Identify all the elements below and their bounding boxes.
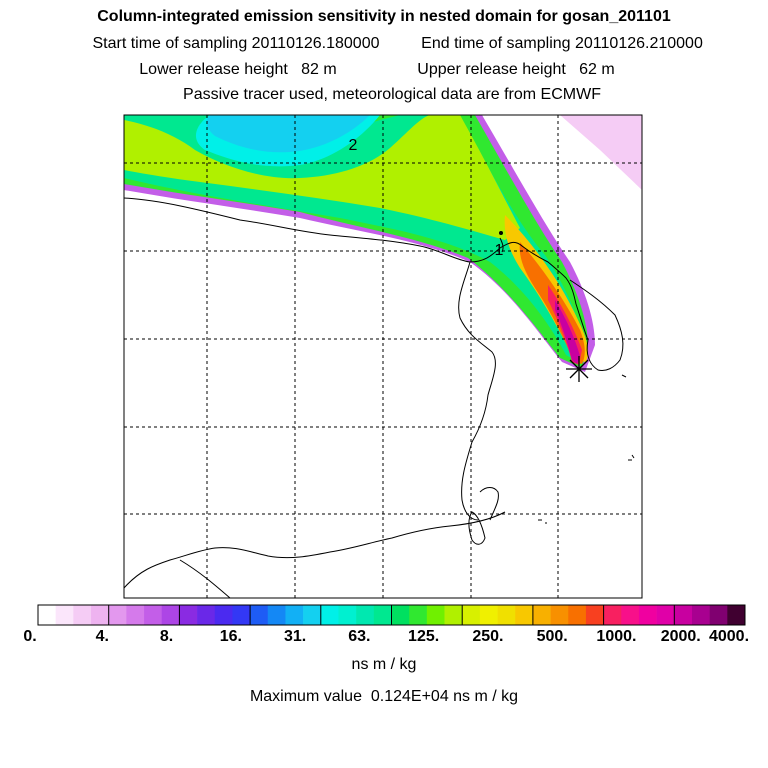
- colorbar-swatch: [568, 605, 587, 625]
- colorbar-swatch: [585, 605, 604, 625]
- colorbar-tick-label: 16.: [219, 628, 242, 645]
- colorbar-swatch: [197, 605, 216, 625]
- colorbar-swatch: [603, 605, 622, 625]
- colorbar-swatch: [161, 605, 180, 625]
- colorbar-tick-label: 125.: [408, 628, 440, 645]
- colorbar-swatch: [144, 605, 163, 625]
- colorbar-tick-label: 250.: [472, 628, 504, 645]
- colorbar-swatch: [73, 605, 92, 625]
- coastlines: [124, 115, 635, 598]
- colorbar-swatch: [214, 605, 233, 625]
- colorbar-tick-label: 0.: [23, 628, 37, 645]
- map-frame: [123, 114, 643, 599]
- colorbar-swatch: [497, 605, 516, 625]
- colorbar-tick-label: 31.: [283, 628, 307, 645]
- colorbar-swatch: [250, 605, 269, 625]
- colorbar-tick-label: 1000.: [596, 628, 637, 645]
- max-value-text: Maximum value 0.124E+04 ns m / kg: [249, 688, 519, 705]
- colorbar-swatch: [108, 605, 127, 625]
- colorbar-tick-label: 2000.: [660, 628, 701, 645]
- colorbar: [37, 605, 746, 625]
- colorbar-swatch: [691, 605, 710, 625]
- colorbar-swatch: [532, 605, 551, 625]
- colorbar-swatch: [285, 605, 304, 625]
- colorbar-swatch: [55, 605, 74, 625]
- colorbar-swatch: [303, 605, 322, 625]
- colorbar-swatch: [338, 605, 357, 625]
- colorbar-swatch: [320, 605, 339, 625]
- start-time-label: Start time of sampling 20110126.180000: [92, 35, 380, 52]
- colorbar-swatch: [373, 605, 392, 625]
- sensitivity-field: [124, 115, 642, 372]
- colorbar-tick-label: 4000.: [708, 628, 750, 645]
- colorbar-swatch: [656, 605, 675, 625]
- colorbar-tick-label: 63.: [348, 628, 371, 645]
- end-time-label: End time of sampling 20110126.210000: [421, 35, 703, 52]
- colorbar-tick-label: 8.: [159, 628, 174, 645]
- colorbar-swatch: [426, 605, 445, 625]
- colorbar-tick-label: 4.: [95, 628, 109, 645]
- upper-release-label: Upper release height 62 m: [417, 61, 615, 78]
- colorbar-swatch: [267, 605, 286, 625]
- colorbar-swatch: [727, 605, 746, 625]
- colorbar-swatch: [462, 605, 481, 625]
- colorbar-swatch: [674, 605, 693, 625]
- colorbar-frame: [37, 604, 746, 626]
- colorbar-swatch: [709, 605, 728, 625]
- colorbar-swatch: [621, 605, 640, 625]
- colorbar-swatch: [638, 605, 657, 625]
- trajectory-label-1: 1: [495, 242, 504, 259]
- colorbar-swatch: [479, 605, 498, 625]
- trajectory-label-2: 2: [349, 137, 358, 154]
- colorbar-unit-label: ns m / kg: [351, 656, 417, 673]
- colorbar-swatch: [179, 605, 198, 625]
- colorbar-swatch: [515, 605, 534, 625]
- colorbar-tick-label: 500.: [536, 628, 568, 645]
- lower-release-label: Lower release height 82 m: [139, 61, 337, 78]
- lat-lon-grid: [124, 115, 642, 598]
- colorbar-swatch: [391, 605, 410, 625]
- release-site-star-icon: [566, 356, 592, 382]
- colorbar-swatch: [38, 605, 56, 625]
- colorbar-swatch: [356, 605, 375, 625]
- colorbar-swatch: [409, 605, 428, 625]
- colorbar-swatch: [444, 605, 463, 625]
- plot-title: Column-integrated emission sensitivity i…: [97, 8, 671, 25]
- colorbar-swatch: [550, 605, 569, 625]
- trajectory-point: [499, 231, 503, 235]
- tracer-note: Passive tracer used, meteorological data…: [183, 86, 601, 103]
- colorbar-swatch: [91, 605, 110, 625]
- colorbar-swatch: [126, 605, 145, 625]
- colorbar-swatch: [232, 605, 251, 625]
